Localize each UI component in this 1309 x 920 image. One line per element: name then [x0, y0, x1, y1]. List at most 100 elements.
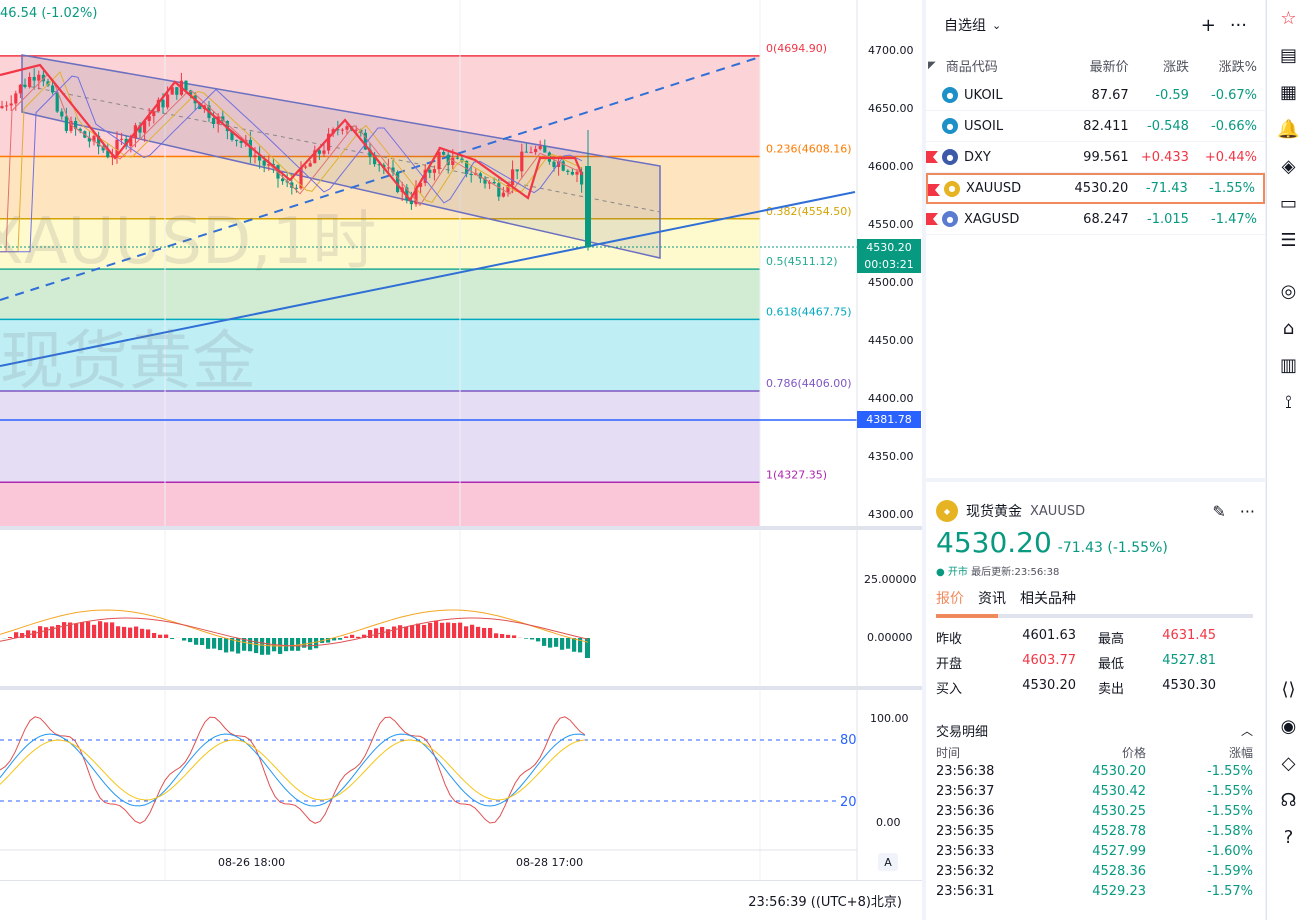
alert-icon[interactable]: 🔔 — [1277, 119, 1300, 140]
macd-bar — [464, 626, 469, 638]
price-axis-label: 4700.00 — [868, 44, 914, 57]
target-icon[interactable]: ◎ — [1280, 281, 1297, 302]
col-change-pct[interactable]: 涨跌% — [1218, 59, 1258, 75]
candle-body — [267, 164, 271, 166]
chevron-up-icon[interactable]: ︿ — [1240, 724, 1253, 738]
more-icon[interactable]: ··· — [1229, 14, 1247, 36]
macd-bar — [506, 634, 511, 638]
candle-body — [258, 155, 262, 161]
help-icon[interactable]: ? — [1283, 827, 1294, 848]
trade-row: 23:56:35 4528.78 -1.58% — [936, 823, 1253, 839]
more-icon[interactable]: ··· — [1239, 501, 1255, 521]
notes-icon[interactable]: ▤ — [1279, 45, 1297, 66]
candle-body — [368, 149, 372, 157]
last-candle — [585, 166, 591, 248]
chart-panel[interactable]: 0(4694.90) 0.236(4608.16) 0.382(4554.50) 0.… — [0, 0, 922, 920]
broadcast-icon[interactable]: ◉ — [1280, 716, 1297, 737]
edit-icon[interactable]: ✎ — [1212, 501, 1226, 521]
watchlist-row-usoil[interactable]: ● USOIL 82.411 -0.548 -0.66% — [926, 111, 1265, 142]
trend-line — [0, 191, 856, 367]
chart-clock[interactable]: 23:56:39 ((UTC+8)北京) — [748, 895, 902, 910]
flag-icon[interactable] — [926, 151, 938, 163]
macd-bar — [392, 626, 397, 638]
layers-icon[interactable]: ◈ — [1281, 156, 1296, 177]
ukoil-icon: ● — [942, 87, 958, 103]
price-axis-label: 4300.00 — [868, 508, 914, 521]
row-change: -0.548 — [1147, 118, 1189, 134]
row-change: -1.015 — [1147, 211, 1189, 227]
detail-name: 现货黄金 — [966, 504, 1022, 520]
candle-body — [478, 173, 482, 179]
price-axis-label: 4550.00 — [868, 218, 914, 231]
flag-icon[interactable] — [928, 184, 940, 196]
stat-value: 4603.77 — [1022, 653, 1076, 668]
watchlist-row-ukoil[interactable]: ● UKOIL 87.67 -0.59 -0.67% — [926, 80, 1265, 111]
headset-icon[interactable]: ☊ — [1280, 790, 1297, 811]
trade-row: 23:56:37 4530.42 -1.55% — [936, 783, 1253, 799]
macd-bar — [308, 638, 313, 650]
fib-label: 0.382(4554.50) — [766, 205, 852, 218]
col-change[interactable]: 涨跌 — [1162, 59, 1189, 75]
chat-icon[interactable]: ☰ — [1280, 230, 1297, 251]
row-change-pct: -1.47% — [1211, 211, 1258, 227]
watchlist-row-dxy[interactable]: ● DXY 99.561 +0.433 +0.44% — [926, 142, 1265, 173]
candle-body — [386, 167, 390, 169]
calendar-icon[interactable]: ▦ — [1279, 82, 1297, 103]
macd-bar — [230, 638, 235, 652]
macd-bar — [500, 634, 505, 638]
macd-bar — [266, 638, 271, 655]
candle-body — [46, 81, 50, 86]
trade-row: 23:56:32 4528.36 -1.59% — [936, 863, 1253, 879]
candle-body — [345, 126, 349, 130]
diamond-icon[interactable]: ◇ — [1281, 753, 1296, 774]
candle-body — [37, 74, 41, 81]
ideas-icon[interactable]: ⟟ — [1285, 392, 1292, 413]
candle-body — [156, 99, 160, 112]
candle-body — [538, 146, 542, 150]
macd-axis-label: 0.00000 — [867, 631, 913, 644]
tab-quote[interactable]: 报价 — [936, 591, 964, 607]
auto-scale-button[interactable]: A — [878, 853, 898, 871]
macd-axis-label: 25.00000 — [864, 573, 917, 586]
candle-body — [451, 157, 455, 165]
macd-bar — [566, 638, 571, 649]
row-last: 99.561 — [1083, 149, 1129, 165]
macd-bar — [512, 635, 517, 638]
watchlist-row-xauusd[interactable]: ● XAUUSD 4530.20 -71.43 -1.55% — [926, 173, 1265, 204]
watchlist-panel: 自选组 ⌄ + ··· ◤ 商品代码 最新价 涨跌 涨跌% ● UKOIL 87.67… — [926, 0, 1265, 478]
candle-body — [212, 118, 216, 124]
education-icon[interactable]: ⌂ — [1282, 318, 1295, 339]
macd-bar — [158, 634, 163, 638]
candle-body — [55, 92, 59, 112]
add-symbol-icon[interactable]: + — [1200, 14, 1216, 36]
price-axis-label: 4350.00 — [868, 450, 914, 463]
macd-bar — [302, 638, 307, 648]
price-chart[interactable]: 0(4694.90) 0.236(4608.16) 0.382(4554.50) 0.… — [0, 0, 922, 880]
watchlist-row-xagusd[interactable]: ● XAGUSD 68.247 -1.015 -1.47% — [926, 204, 1265, 235]
macd-bar — [26, 630, 31, 638]
code-icon[interactable]: ⟨⟩ — [1281, 679, 1296, 700]
stoch-level-label: 20 — [840, 795, 857, 810]
calculator-icon[interactable]: ▥ — [1279, 355, 1297, 376]
candle-body — [138, 125, 142, 133]
watchlist-icon[interactable]: ☆ — [1280, 8, 1297, 29]
macd-bar — [86, 621, 91, 638]
macd-bar — [296, 638, 301, 651]
candle-body — [524, 151, 528, 153]
row-change-pct: -0.67% — [1211, 87, 1258, 103]
tab-news[interactable]: 资讯 — [978, 591, 1006, 607]
macd-bar — [368, 629, 373, 638]
flag-icon[interactable] — [926, 213, 938, 225]
col-symbol[interactable]: ◤ 商品代码 — [928, 59, 998, 75]
tab-related[interactable]: 相关品种 — [1020, 591, 1076, 607]
candle-body — [442, 151, 446, 155]
candle-body — [317, 150, 321, 154]
video-icon[interactable]: ▭ — [1279, 193, 1297, 214]
candle-body — [166, 94, 170, 108]
trade-row: 23:56:36 4530.25 -1.55% — [936, 803, 1253, 819]
candle-body — [580, 171, 584, 185]
candle-body — [501, 192, 505, 197]
col-last[interactable]: 最新价 — [1089, 59, 1129, 75]
watchlist-rows: ● UKOIL 87.67 -0.59 -0.67% ● USOIL 82.411 -0.548… — [926, 80, 1265, 235]
watchlist-selector[interactable]: 自选组 ⌄ — [944, 15, 1001, 35]
